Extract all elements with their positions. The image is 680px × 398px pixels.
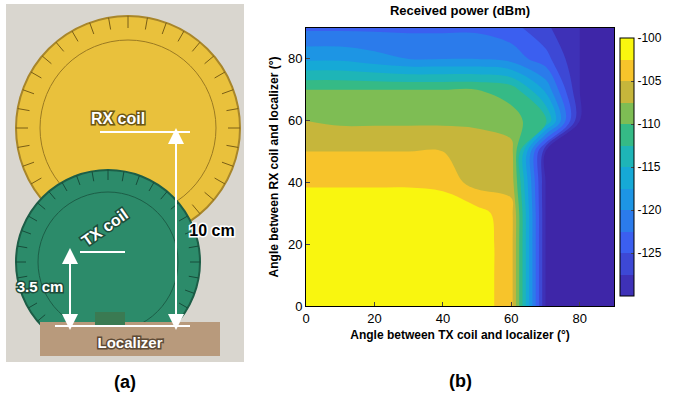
svg-text:80: 80 [288, 51, 302, 66]
svg-text:60: 60 [504, 311, 518, 326]
svg-text:TX coil: TX coil [78, 205, 131, 249]
svg-text:RX coil: RX coil [91, 110, 145, 127]
svg-text:20: 20 [367, 311, 381, 326]
svg-text:Localizer: Localizer [97, 334, 162, 351]
svg-text:(a): (a) [114, 372, 136, 392]
svg-text:40: 40 [288, 175, 302, 190]
svg-text:-115: -115 [637, 160, 660, 174]
svg-text:0: 0 [295, 299, 302, 314]
svg-text:-105: -105 [637, 74, 661, 88]
svg-text:-120: -120 [637, 203, 661, 217]
svg-text:-100: -100 [637, 31, 661, 45]
svg-text:40: 40 [436, 311, 450, 326]
svg-text:20: 20 [288, 237, 302, 252]
svg-text:-110: -110 [637, 117, 660, 131]
svg-text:60: 60 [288, 113, 302, 128]
svg-text:0: 0 [302, 311, 309, 326]
svg-text:80: 80 [573, 311, 587, 326]
svg-text:10 cm: 10 cm [189, 222, 234, 239]
svg-text:(b): (b) [449, 371, 472, 391]
svg-text:3.5 cm: 3.5 cm [17, 278, 64, 295]
svg-text:Received power (dBm): Received power (dBm) [390, 3, 530, 18]
svg-text:Angle between RX coil and loca: Angle between RX coil and localizer (°) [267, 57, 281, 278]
svg-text:Angle between TX coil and loca: Angle between TX coil and localizer (°) [350, 328, 570, 342]
svg-text:-125: -125 [637, 246, 661, 260]
